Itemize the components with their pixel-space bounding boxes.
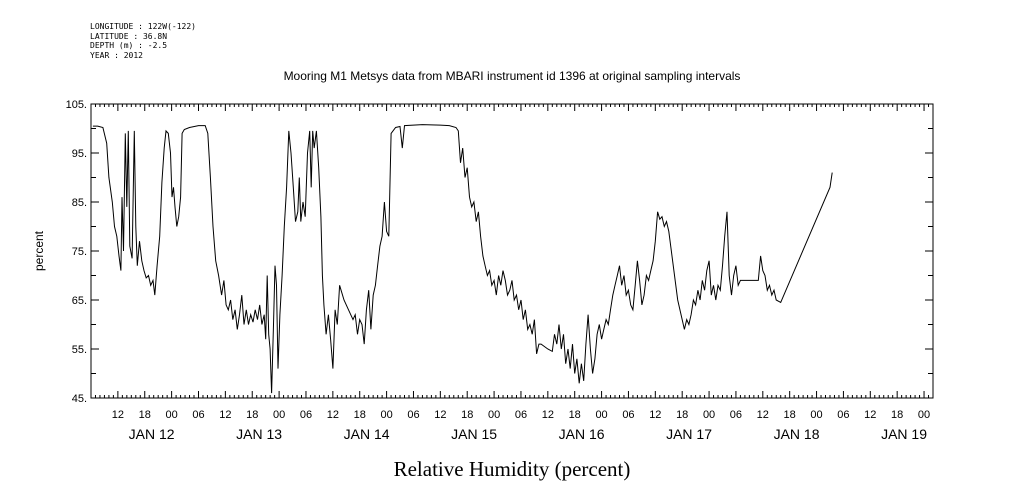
x-hour-label: 00 xyxy=(488,409,500,421)
x-hour-label: 06 xyxy=(837,409,849,421)
x-hour-label: 00 xyxy=(703,409,715,421)
latitude-text: LATITUDE : 36.8N xyxy=(90,31,168,41)
x-hour-label: 18 xyxy=(139,409,151,421)
y-tick-label: 65. xyxy=(72,295,87,307)
x-hour-label: 18 xyxy=(569,409,581,421)
x-hour-label: 06 xyxy=(300,409,312,421)
x-hour-label: 12 xyxy=(757,409,769,421)
x-hour-label: 12 xyxy=(219,409,231,421)
depth-text: DEPTH (m) : -2.5 xyxy=(90,41,168,50)
x-hour-label: 12 xyxy=(649,409,661,421)
x-hour-label: 12 xyxy=(327,409,339,421)
x-hour-label: 06 xyxy=(515,409,527,421)
x-hour-label: 00 xyxy=(165,409,177,421)
series-line xyxy=(92,124,833,394)
x-hour-label: 12 xyxy=(542,409,554,421)
y-tick-label: 55. xyxy=(72,344,87,356)
x-hour-label: 18 xyxy=(784,409,796,421)
x-hour-label: 06 xyxy=(730,409,742,421)
x-day-label: JAN 19 xyxy=(881,426,927,442)
x-hour-label: 00 xyxy=(595,409,607,421)
y-tick-label: 75. xyxy=(72,246,87,258)
x-hour-label: 18 xyxy=(246,409,258,421)
x-hour-label: 12 xyxy=(112,409,124,421)
x-hour-label: 00 xyxy=(918,409,930,421)
x-hour-label: 06 xyxy=(192,409,204,421)
x-hour-label: 12 xyxy=(864,409,876,421)
x-day-label: JAN 12 xyxy=(129,426,175,442)
y-tick-label: 85. xyxy=(72,197,87,209)
x-hour-label: 00 xyxy=(810,409,822,421)
x-hour-label: 06 xyxy=(407,409,419,421)
y-tick-label: 95. xyxy=(72,148,87,160)
x-hour-label: 00 xyxy=(380,409,392,421)
y-tick-label: 45. xyxy=(72,393,87,405)
y-axis: 45. 55. 65. 75. 85. 95. 105. xyxy=(66,99,933,405)
x-day-label: JAN 15 xyxy=(451,426,497,442)
longitude-text: LONGITUDE : 122W(-122) xyxy=(90,22,196,31)
x-hour-label: 06 xyxy=(622,409,634,421)
plot-frame xyxy=(90,103,934,399)
y-tick-label: 105. xyxy=(66,99,87,111)
y-axis-label: percent xyxy=(32,230,46,271)
x-day-label: JAN 16 xyxy=(559,426,605,442)
x-hour-label: 18 xyxy=(354,409,366,421)
x-hour-label: 18 xyxy=(676,409,688,421)
year-text: YEAR : 2012 xyxy=(90,50,143,60)
x-axis-label: Relative Humidity (percent) xyxy=(394,457,631,481)
x-day-label: JAN 17 xyxy=(666,426,712,442)
x-hour-label: 12 xyxy=(434,409,446,421)
x-day-label: JAN 14 xyxy=(344,426,390,442)
metadata-block: LONGITUDE : 122W(-122) LATITUDE : 36.8N … xyxy=(90,22,196,60)
x-hour-label: 00 xyxy=(273,409,285,421)
x-hour-label: 18 xyxy=(891,409,903,421)
x-day-label: JAN 18 xyxy=(774,426,820,442)
chart-title: Mooring M1 Metsys data from MBARI instru… xyxy=(284,69,741,83)
x-axis: 12 18 00 06 12 18 00 06 12 18 00 06 12 18 00 06 12 18 00 06… xyxy=(90,104,934,442)
x-hour-label: 18 xyxy=(461,409,473,421)
x-day-label: JAN 13 xyxy=(236,426,282,442)
